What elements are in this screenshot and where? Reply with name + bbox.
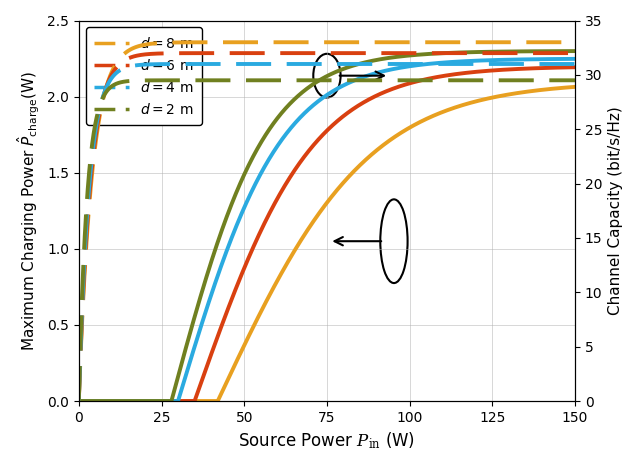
X-axis label: Source Power $P_{\mathrm{in}}$ (W): Source Power $P_{\mathrm{in}}$ (W) — [239, 430, 415, 451]
Y-axis label: Maximum Charging Power $\hat{P}_{\mathrm{charge}}$(W): Maximum Charging Power $\hat{P}_{\mathrm… — [15, 71, 41, 351]
Y-axis label: Channel Capacity (bit/s/Hz): Channel Capacity (bit/s/Hz) — [608, 106, 623, 315]
Legend: $d = 8$ m, $d = 6$ m, $d = 4$ m, $d = 2$ m: $d = 8$ m, $d = 6$ m, $d = 4$ m, $d = 2$… — [85, 27, 202, 125]
